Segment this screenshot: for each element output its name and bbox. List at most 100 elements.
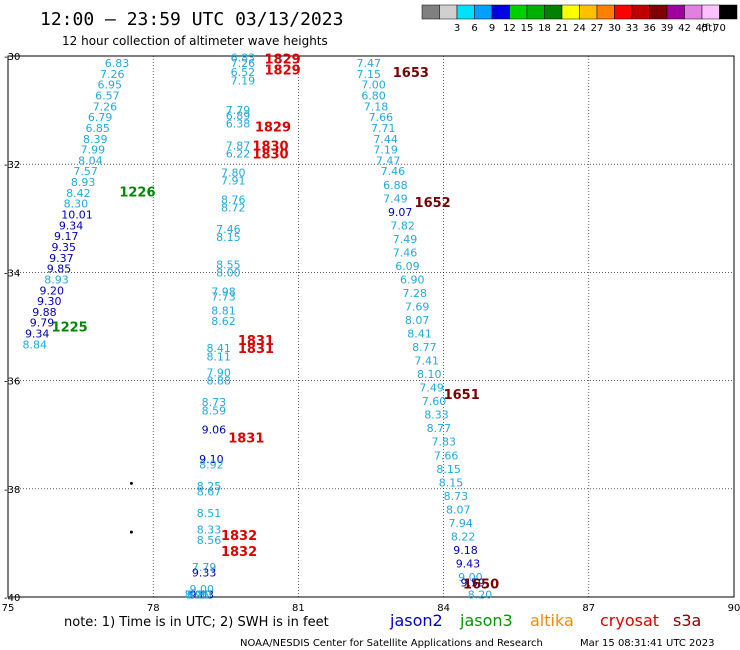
swh-value: 7.66 bbox=[369, 111, 394, 124]
swh-value: 8.00 bbox=[216, 266, 241, 279]
swh-value: 7.19 bbox=[231, 74, 256, 87]
swh-value: 9.07 bbox=[388, 206, 413, 219]
swh-value: 9.30 bbox=[37, 295, 62, 308]
swh-value: 9.00 bbox=[458, 571, 483, 584]
legend-label: 3 bbox=[454, 23, 460, 34]
swh-value: 7.46 bbox=[393, 246, 418, 259]
swh-value: 10.01 bbox=[61, 209, 93, 222]
satellite-label: s3a bbox=[673, 611, 701, 630]
swh-value: 6.85 bbox=[85, 122, 110, 135]
x-tick-label: 81 bbox=[292, 603, 305, 614]
legend-label: 18 bbox=[538, 23, 551, 34]
footer-timestamp: Mar 15 08:31:41 UTC 2023 bbox=[580, 638, 715, 649]
grid-lines bbox=[8, 56, 734, 597]
legend-swatch bbox=[684, 4, 703, 20]
swh-value: 8.20 bbox=[468, 588, 493, 601]
swh-value: 8.73 bbox=[444, 490, 469, 503]
legend-swatch bbox=[701, 4, 720, 20]
footer-credit: NOAA/NESDIS Center for Satellite Applica… bbox=[240, 638, 543, 649]
swh-value: 8.10 bbox=[417, 368, 442, 381]
plot-frame bbox=[7, 55, 735, 598]
legend-label: 70 bbox=[713, 23, 726, 34]
legend-swatch bbox=[509, 4, 528, 20]
swh-value: 9.17 bbox=[54, 230, 78, 243]
legend-swatch bbox=[421, 4, 440, 20]
legend-label: 30 bbox=[608, 23, 621, 34]
chart-subtitle: 12 hour collection of altimeter wave hei… bbox=[62, 34, 328, 48]
swh-value: 7.19 bbox=[373, 144, 398, 157]
swh-value: 7.18 bbox=[364, 100, 389, 113]
swh-value: 6.95 bbox=[98, 79, 123, 92]
y-tick-label: -38 bbox=[4, 485, 20, 496]
pass-time-label: 1829 bbox=[265, 53, 301, 68]
pass-time-label: 1653 bbox=[393, 66, 429, 81]
axis-ticks: 75 78 81 84 87 90 -30 -32 -34 -36 -38 -40 bbox=[2, 52, 740, 614]
legend-swatch bbox=[579, 4, 598, 20]
legend-label: 36 bbox=[643, 23, 656, 34]
swh-value: 8.81 bbox=[211, 304, 236, 317]
y-tick-label: -36 bbox=[4, 377, 20, 388]
pass-time-label: 1831 bbox=[228, 431, 264, 446]
legend-swatch bbox=[439, 4, 458, 20]
pass-time-label: 1831 bbox=[238, 334, 274, 349]
footer-note: note: 1) Time is in UTC; 2) SWH is in fe… bbox=[64, 615, 329, 630]
pass-time-label: 1226 bbox=[119, 185, 155, 200]
swh-value: 6.80 bbox=[361, 89, 386, 102]
swh-value: 7.26 bbox=[100, 68, 125, 81]
swh-value: 8.41 bbox=[206, 342, 231, 355]
swh-value: 8.72 bbox=[221, 201, 246, 214]
swh-value: 8.15 bbox=[439, 476, 464, 489]
point-mark bbox=[129, 530, 133, 534]
swh-value: 7.98 bbox=[211, 285, 236, 298]
swh-value: 8.42 bbox=[66, 187, 91, 200]
swh-value: 8.33 bbox=[424, 409, 449, 422]
swh-value: 6.83 bbox=[231, 52, 256, 65]
swh-value: 7.26 bbox=[93, 100, 118, 113]
swh-value: 8.41 bbox=[407, 328, 432, 341]
swh-value: 9.20 bbox=[39, 284, 64, 297]
swh-value: 7.60 bbox=[422, 395, 447, 408]
y-tick-label: -32 bbox=[4, 160, 20, 171]
swh-value: 8.07 bbox=[446, 503, 471, 516]
swh-value: 9.85 bbox=[47, 263, 72, 276]
satellite-label: jason3 bbox=[459, 611, 513, 630]
swh-value: 6.90 bbox=[400, 273, 425, 286]
swh-value: 8.55 bbox=[216, 258, 241, 271]
swh-value: 8.15 bbox=[216, 231, 241, 244]
swh-value: 8.51 bbox=[197, 507, 222, 520]
swh-value: 8.59 bbox=[202, 404, 227, 417]
legend-label: 33 bbox=[626, 23, 639, 34]
swh-value: 7.80 bbox=[221, 166, 246, 179]
swh-value: 9.59 bbox=[461, 576, 486, 589]
pass-time-label: 1652 bbox=[415, 196, 451, 211]
pass-time-label: 1650 bbox=[463, 577, 499, 592]
swh-value: 8.07 bbox=[405, 314, 430, 327]
x-tick-label: 84 bbox=[437, 603, 450, 614]
marks bbox=[129, 481, 133, 534]
swh-value: 7.15 bbox=[356, 68, 381, 81]
swh-value: 7.90 bbox=[206, 366, 231, 379]
swh-value: 8.76 bbox=[221, 193, 246, 206]
legend-swatch bbox=[649, 4, 668, 20]
swh-value: 8.73 bbox=[202, 396, 227, 409]
swh-value: 7.47 bbox=[356, 57, 381, 70]
swh-value: 9.35 bbox=[52, 241, 76, 254]
swh-value: 6.57 bbox=[95, 89, 120, 102]
swh-value: 8.22 bbox=[451, 530, 476, 543]
swh-value: 7.91 bbox=[221, 174, 246, 187]
swh-value: 9.79 bbox=[30, 317, 54, 330]
swh-value: 6.83 bbox=[105, 57, 130, 70]
swh-value: 8.21 bbox=[185, 588, 210, 601]
swh-value: 8.77 bbox=[412, 341, 437, 354]
pass-time-label: 1651 bbox=[444, 388, 480, 403]
swh-value: 7.87 bbox=[226, 139, 251, 152]
swh-value: 6.89 bbox=[226, 110, 251, 123]
satellite-legend: jason2 jason3 altika cryosat s3a bbox=[389, 611, 701, 630]
legend-swatch bbox=[631, 4, 650, 20]
x-tick-label: 90 bbox=[728, 603, 740, 614]
swh-value: 6.52 bbox=[231, 66, 256, 79]
swh-value: 8.30 bbox=[64, 198, 89, 211]
swh-value: 8.67 bbox=[197, 486, 222, 499]
swh-value: 7.73 bbox=[211, 291, 236, 304]
swh-value: 7.79 bbox=[226, 104, 251, 117]
